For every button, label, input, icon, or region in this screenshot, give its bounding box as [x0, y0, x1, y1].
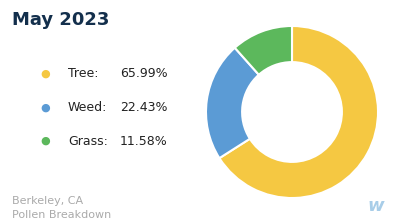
Wedge shape [206, 48, 259, 158]
Text: May 2023: May 2023 [12, 11, 109, 29]
Text: ●: ● [40, 103, 50, 112]
Text: 11.58%: 11.58% [120, 135, 168, 148]
Text: Berkeley, CA
Pollen Breakdown: Berkeley, CA Pollen Breakdown [12, 196, 111, 220]
Text: Weed:: Weed: [68, 101, 107, 114]
Text: ●: ● [40, 69, 50, 79]
Text: 65.99%: 65.99% [120, 67, 168, 80]
Text: 22.43%: 22.43% [120, 101, 168, 114]
Text: w: w [367, 197, 384, 215]
Wedge shape [220, 26, 378, 198]
Text: Grass:: Grass: [68, 135, 108, 148]
Text: Tree:: Tree: [68, 67, 98, 80]
Wedge shape [235, 26, 292, 75]
Text: ●: ● [40, 136, 50, 146]
